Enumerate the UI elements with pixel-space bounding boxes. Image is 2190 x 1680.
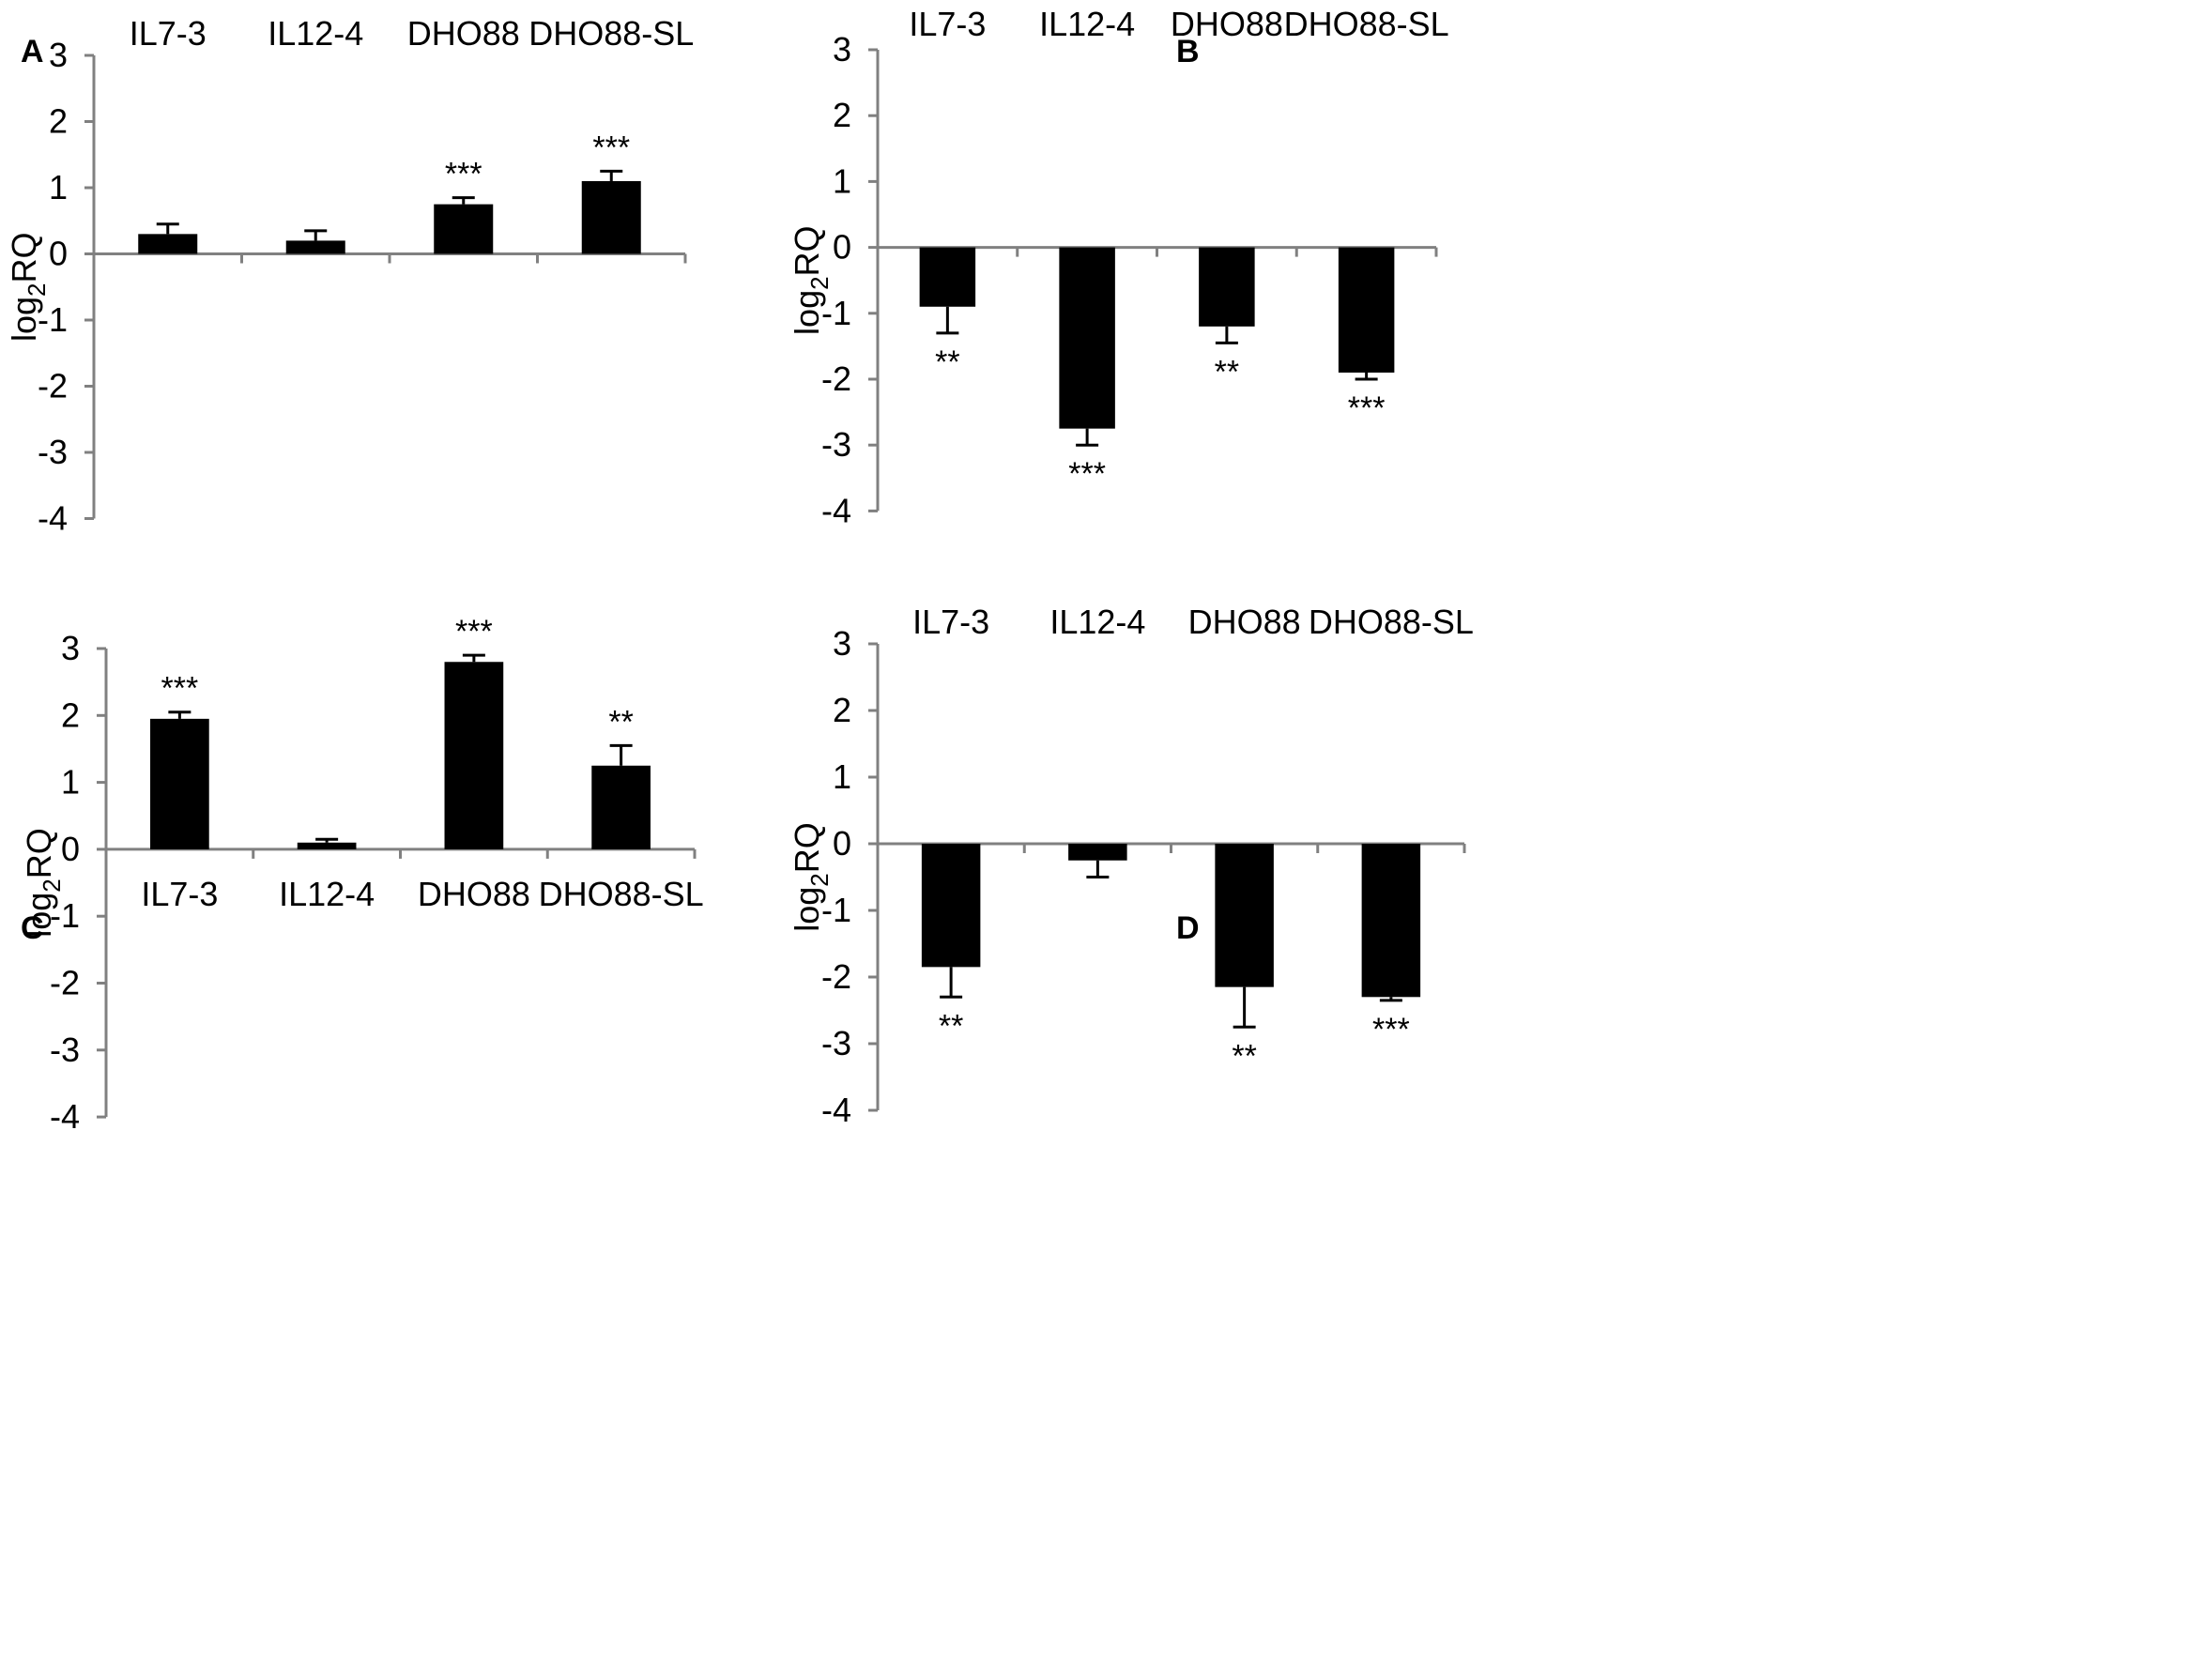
y-tick-label: -3 — [50, 1031, 80, 1069]
y-tick-label: -2 — [821, 957, 851, 996]
y-tick-label: 3 — [49, 36, 68, 74]
bar-il12-4 — [285, 240, 345, 254]
y-tick-label: -4 — [38, 499, 68, 538]
y-tick-label: -3 — [821, 425, 851, 464]
significance-label: *** — [1068, 456, 1106, 492]
chart-panel-c: C 3 2 1 0 -1 -2 -3 -4 log2RQ *** IL7-3 IL12-4 *** DHO… — [20, 614, 704, 1136]
category-label: IL12-4 — [268, 14, 363, 53]
y-axis-label: log2RQ — [788, 225, 834, 335]
y-tick-label: -4 — [821, 491, 851, 529]
y-tick-label: 0 — [833, 228, 851, 267]
category-label: IL7-3 — [141, 875, 218, 913]
category-label: IL12-4 — [279, 875, 375, 913]
bar-il12-4 — [1068, 844, 1127, 861]
y-axis-label: log2RQ — [5, 232, 51, 342]
y-tick-label: 2 — [833, 96, 851, 134]
significance-label: ** — [935, 344, 959, 380]
bar-dho88-sl — [1361, 844, 1421, 998]
category-label: IL7-3 — [909, 5, 986, 43]
chart-panel-b: B 3 2 1 0 -1 -2 -3 -4 log2RQ ** IL7-3 *** IL12-4 ** DH… — [788, 5, 1449, 529]
bar-dho88-sl — [1338, 247, 1395, 373]
y-tick-label: 1 — [833, 757, 851, 796]
y-axis-label: log2RQ — [788, 822, 834, 932]
bar-il12-4 — [1059, 247, 1115, 429]
significance-label: *** — [592, 130, 630, 165]
bar-dho88 — [1199, 247, 1255, 327]
bar-dho88 — [1215, 844, 1274, 987]
y-tick-label: 2 — [833, 691, 851, 729]
category-label: DHO88-SL — [1309, 603, 1474, 641]
y-tick-label: 3 — [833, 30, 851, 69]
y-tick-label: 2 — [61, 695, 80, 734]
y-tick-label: -4 — [50, 1097, 80, 1136]
significance-label: ** — [1215, 354, 1239, 389]
chart-panel-d: D 3 2 1 0 -1 -2 -3 -4 log2RQ ** IL7-3 IL12-4 ** DHO88… — [788, 603, 1474, 1129]
y-tick-label: 1 — [833, 161, 851, 200]
bar-il7-3 — [921, 844, 981, 968]
y-tick-label: -2 — [38, 367, 68, 405]
bar-dho88-sl — [581, 180, 641, 254]
y-tick-label: -1 — [821, 891, 851, 929]
chart-panel-a: A 3 2 1 0 -1 -2 -3 -4 log2RQ IL7-3 IL12-4 *** DHO88 *… — [5, 14, 694, 538]
y-tick-label: -1 — [50, 896, 80, 935]
category-label: IL12-4 — [1049, 603, 1145, 641]
y-tick-label: 1 — [61, 763, 80, 802]
y-tick-label: -1 — [38, 300, 68, 339]
y-tick-label: 2 — [49, 102, 68, 141]
bar-dho88-sl — [591, 765, 651, 849]
significance-label: ** — [1232, 1038, 1256, 1074]
y-tick-label: -3 — [821, 1024, 851, 1062]
significance-label: *** — [445, 157, 482, 192]
category-label: IL12-4 — [1039, 5, 1135, 43]
category-label: DHO88 — [1188, 603, 1301, 641]
y-tick-label: -2 — [821, 359, 851, 398]
panel-letter-a: A — [21, 34, 44, 69]
panel-letter-d: D — [1176, 910, 1200, 946]
y-tick-label: -2 — [50, 964, 80, 1002]
category-label: IL7-3 — [912, 603, 989, 641]
category-label: IL7-3 — [130, 14, 207, 53]
category-label: DHO88-SL — [1284, 5, 1449, 43]
category-label: DHO88-SL — [539, 875, 704, 913]
panel-letter-c: C — [21, 910, 44, 946]
category-label: DHO88-SL — [528, 14, 694, 53]
y-tick-label: 0 — [833, 824, 851, 863]
significance-label: ** — [608, 704, 633, 740]
category-label: DHO88 — [418, 875, 530, 913]
significance-label: *** — [1372, 1012, 1410, 1047]
y-tick-label: -4 — [821, 1091, 851, 1129]
y-tick-label: -1 — [821, 294, 851, 332]
bar-dho88 — [444, 662, 504, 849]
significance-label: *** — [1348, 390, 1386, 426]
y-tick-label: 0 — [49, 235, 68, 273]
panel-letter-b: B — [1176, 34, 1200, 69]
significance-label: *** — [455, 614, 493, 649]
category-label: DHO88 — [1171, 5, 1283, 43]
bar-il7-3 — [150, 718, 209, 849]
y-tick-label: -3 — [38, 433, 68, 471]
y-tick-label: 3 — [61, 629, 80, 667]
y-tick-label: 3 — [833, 624, 851, 663]
bar-il7-3 — [138, 234, 198, 254]
significance-label: ** — [939, 1008, 963, 1044]
y-axis-label: log2RQ — [20, 828, 66, 938]
significance-label: *** — [161, 671, 199, 707]
y-tick-label: 0 — [61, 830, 80, 868]
bar-dho88 — [434, 204, 494, 254]
category-label: DHO88 — [407, 14, 520, 53]
bar-il12-4 — [297, 842, 357, 849]
bar-il7-3 — [919, 247, 976, 307]
y-tick-label: 1 — [49, 168, 68, 206]
